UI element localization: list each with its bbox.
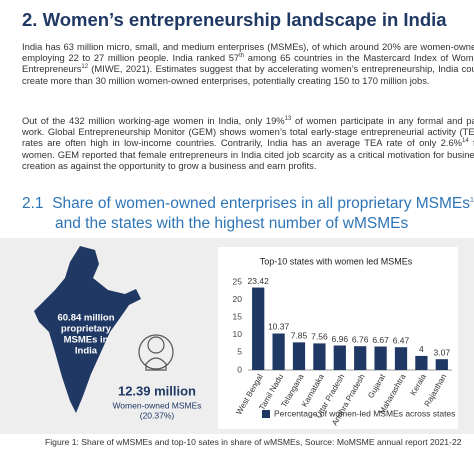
map-label: 60.84 million [57, 313, 114, 324]
section-heading: 2.1 Share of women-owned enterprises in … [22, 191, 474, 234]
y-tick-label: 10 [233, 329, 243, 339]
map-label: India [75, 346, 98, 357]
text-run: among 65 countries in the Mastercard Ind… [22, 52, 474, 75]
page-title: 2. Women’s entrepreneurship landscape in… [22, 9, 447, 30]
footnote-ref: 14 [462, 138, 469, 145]
y-tick-label: 15 [233, 311, 243, 321]
text-run: (MIWE, 2021). Estimates suggest that by … [22, 63, 474, 86]
women-label: (20.37%) [140, 410, 175, 420]
value-label: 4 [419, 344, 424, 354]
value-label: 6.47 [393, 335, 410, 345]
india-map [34, 246, 141, 413]
text-run: India has 63 million micro, small, and m… [22, 41, 474, 64]
legend-label: Percentage of women-led MSMEs across sta… [274, 408, 455, 418]
value-label: 23.42 [248, 276, 270, 286]
value-label: 6.96 [332, 334, 349, 344]
value-label: 7.56 [311, 332, 328, 342]
women-count: 12.39 million [118, 383, 196, 398]
value-label: 6.67 [372, 335, 389, 345]
figure-caption: Figure 1: Share of wMSMEs and top-10 sat… [45, 437, 462, 447]
map-label: proprietary [61, 324, 112, 335]
y-tick-label: 20 [233, 294, 243, 304]
bar [333, 345, 346, 370]
paragraph: India has 63 million micro, small, and m… [22, 41, 474, 86]
section-title: and the states with the highest number o… [55, 215, 409, 233]
footnote-ref: 15 [470, 197, 474, 204]
bar [394, 347, 408, 370]
text-run: Out of the 432 million working-age women… [22, 115, 285, 126]
value-label: 10.37 [268, 322, 290, 332]
value-label: 7.85 [291, 331, 308, 341]
section-title: Share of women-owned enterprises in all … [52, 195, 471, 213]
y-tick-label: 0 [237, 364, 242, 374]
bar [435, 359, 448, 370]
section-number: 2.1 [22, 195, 44, 213]
bar [252, 287, 265, 370]
footnote-ref: 12 [81, 64, 89, 71]
bar [354, 346, 367, 370]
woman-icon [138, 334, 174, 371]
map-label: MSMEs in [64, 335, 109, 346]
bar [313, 343, 326, 370]
bar [272, 333, 285, 370]
value-label: 3.07 [434, 347, 451, 357]
y-tick-label: 5 [237, 347, 242, 357]
text-run: of women participate in any formal and p… [22, 115, 474, 149]
chart-title: Top-10 states with women led MSMEs [260, 256, 413, 266]
women-label: Women-owned MSMEs [112, 400, 201, 410]
footnote-ref: 13 [284, 115, 292, 122]
footnote-ref: th [239, 53, 245, 60]
bar [374, 346, 387, 370]
value-label: 6.76 [352, 334, 369, 344]
legend-swatch [262, 410, 270, 418]
y-tick-label: 25 [233, 276, 243, 286]
bar [292, 342, 306, 370]
bar [415, 355, 428, 370]
